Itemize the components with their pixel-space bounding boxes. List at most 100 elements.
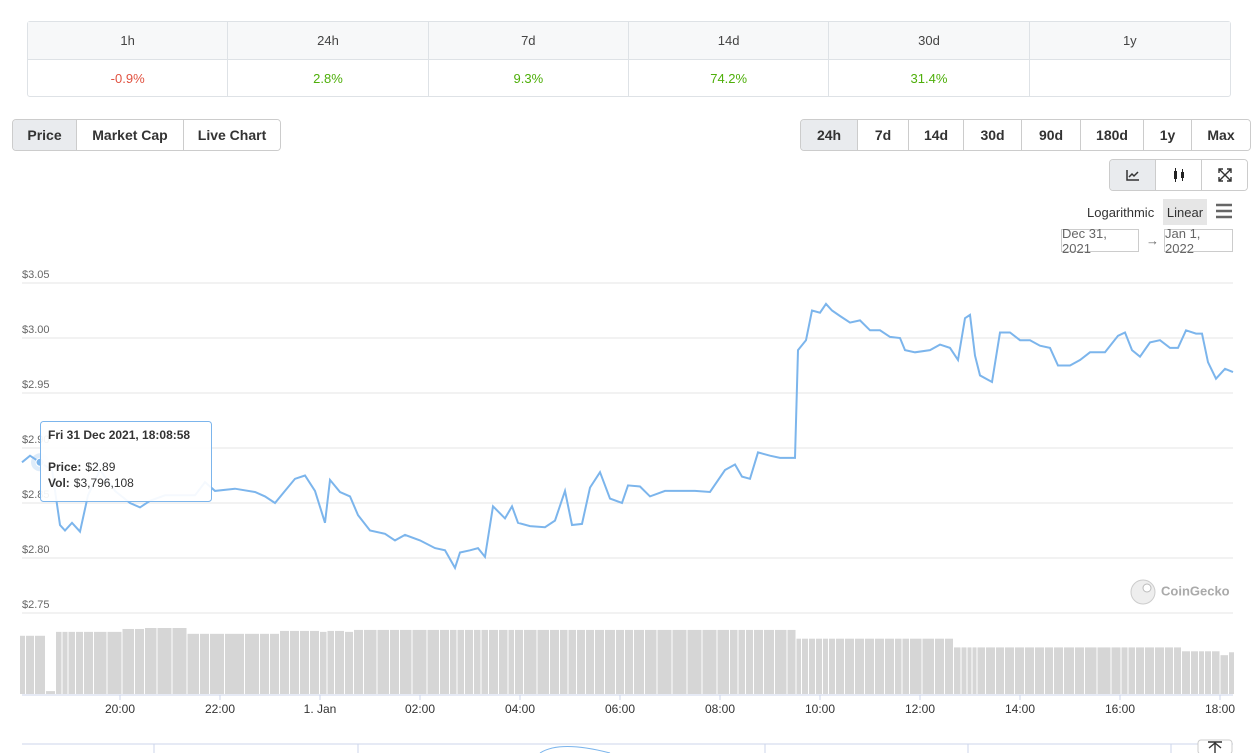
volume-bar (809, 638, 815, 694)
volume-bar (107, 631, 122, 694)
period-header: 30d (829, 22, 1030, 60)
volume-bar (210, 633, 224, 694)
tab-button[interactable]: Live Chart (184, 120, 280, 150)
chart-tabs: Price Market Cap Live Chart (12, 119, 281, 151)
range-button[interactable]: Max (1192, 120, 1250, 150)
date-from[interactable]: Dec 31, 2021 (1061, 226, 1139, 256)
volume-bar (845, 638, 854, 694)
volume-bar (1097, 647, 1111, 694)
volume-bar (84, 631, 93, 694)
volume-bar (1064, 647, 1074, 694)
volume-bar (270, 633, 279, 694)
y-tick-label: $2.95 (22, 379, 50, 391)
candlestick-button[interactable] (1156, 160, 1202, 190)
volume-bar (967, 647, 972, 694)
chart-type-buttons (1109, 159, 1248, 191)
volume-bar (157, 628, 172, 694)
volume-bar (62, 631, 68, 694)
volume-bar (672, 629, 687, 694)
volume-bar (560, 629, 568, 694)
volume-bar (427, 629, 439, 694)
volume-bar (645, 629, 657, 694)
volume-bar (1005, 647, 1014, 694)
volume-bar (290, 630, 299, 694)
x-tick-label: 22:00 (205, 702, 235, 716)
volume-bar (280, 630, 289, 694)
x-tick-label: 18:00 (1205, 702, 1235, 716)
volume-bar (902, 638, 909, 694)
volume-bar (1165, 647, 1173, 694)
volume-bar (865, 638, 874, 694)
volume-bar (717, 629, 729, 694)
line-chart-button[interactable] (1110, 160, 1156, 190)
volume-bar (1145, 647, 1154, 694)
period-header: 24h (228, 22, 429, 60)
volume-bar (1025, 647, 1034, 694)
volume-bar (1182, 651, 1190, 694)
volume-bar (76, 631, 83, 694)
volume-bar (515, 629, 523, 694)
volume-bar (68, 631, 75, 694)
tooltip-vol-value: $3,796,108 (74, 476, 134, 490)
volume-bar (327, 630, 334, 694)
period-header: 1y (1029, 22, 1230, 60)
tab-button[interactable]: Price (13, 120, 77, 150)
range-button[interactable]: 1y (1144, 120, 1192, 150)
volume-bar (787, 629, 796, 694)
period-change (1030, 60, 1230, 96)
volume-bar (568, 629, 576, 694)
y-tick-label: $3.00 (22, 324, 50, 336)
volume-bar (1205, 651, 1211, 694)
range-button[interactable]: 30d (964, 120, 1022, 150)
period-change: 9.3% (429, 60, 629, 96)
volume-bar (354, 629, 363, 694)
watermark: CoinGecko (1130, 579, 1230, 605)
range-buttons: 24h 7d 14d 30d 90d 180d 1y Max (800, 119, 1251, 151)
y-tick-label: $2.75 (22, 599, 50, 611)
volume-bar (922, 638, 934, 694)
volume-bar (489, 629, 498, 694)
date-to[interactable]: Jan 1, 2022 (1164, 226, 1233, 256)
performance-table: 1h 24h 7d 14d 30d 1y -0.9% 2.8% 9.3% 74.2% 31.4% (27, 21, 1231, 97)
volume-bar (1229, 652, 1234, 694)
y-tick-label: $2.80 (22, 544, 50, 556)
fullscreen-button[interactable] (1202, 160, 1247, 190)
volume-bar (245, 633, 259, 694)
x-tick-label: 16:00 (1105, 702, 1135, 716)
range-button[interactable]: 14d (909, 120, 964, 150)
volume-bar (390, 629, 399, 694)
volume-bar (364, 629, 377, 694)
volume-bar (1220, 655, 1228, 694)
range-button[interactable]: 180d (1081, 120, 1144, 150)
volume-bar (657, 629, 672, 694)
volume-bar (1212, 651, 1220, 694)
volume-bar (895, 638, 902, 694)
x-tick-label: 02:00 (405, 702, 435, 716)
tooltip-vol: Vol: $3,796,108 (48, 476, 134, 490)
menu-icon[interactable] (1215, 203, 1233, 219)
tab-button[interactable]: Market Cap (77, 120, 184, 150)
navigator (22, 739, 1233, 753)
volume-bar (440, 629, 449, 694)
volume-bar (1174, 647, 1181, 694)
volume-bar (310, 630, 319, 694)
tooltip-price-value: $2.89 (85, 460, 115, 474)
line-icon (1125, 170, 1139, 181)
period-header: 14d (628, 22, 830, 60)
volume-bar (450, 629, 457, 694)
volume-bar (802, 638, 808, 694)
volume-bar (225, 633, 244, 694)
range-button[interactable]: 7d (858, 120, 909, 150)
log-option[interactable]: Logarithmic (1087, 204, 1155, 220)
volume-bar (796, 638, 801, 694)
tooltip-title: Fri 31 Dec 2021, 18:08:58 (48, 428, 190, 442)
volume-bar (400, 629, 412, 694)
linear-option[interactable]: Linear (1163, 199, 1207, 225)
range-button[interactable]: 90d (1022, 120, 1081, 150)
range-button[interactable]: 24h (801, 120, 858, 150)
volume-bar (746, 629, 753, 694)
volume-bar (823, 638, 828, 694)
volume-bar (855, 638, 864, 694)
volume-bar (172, 628, 187, 694)
tooltip: Fri 31 Dec 2021, 18:08:58 Price: $2.89 Vol:… (40, 421, 212, 502)
